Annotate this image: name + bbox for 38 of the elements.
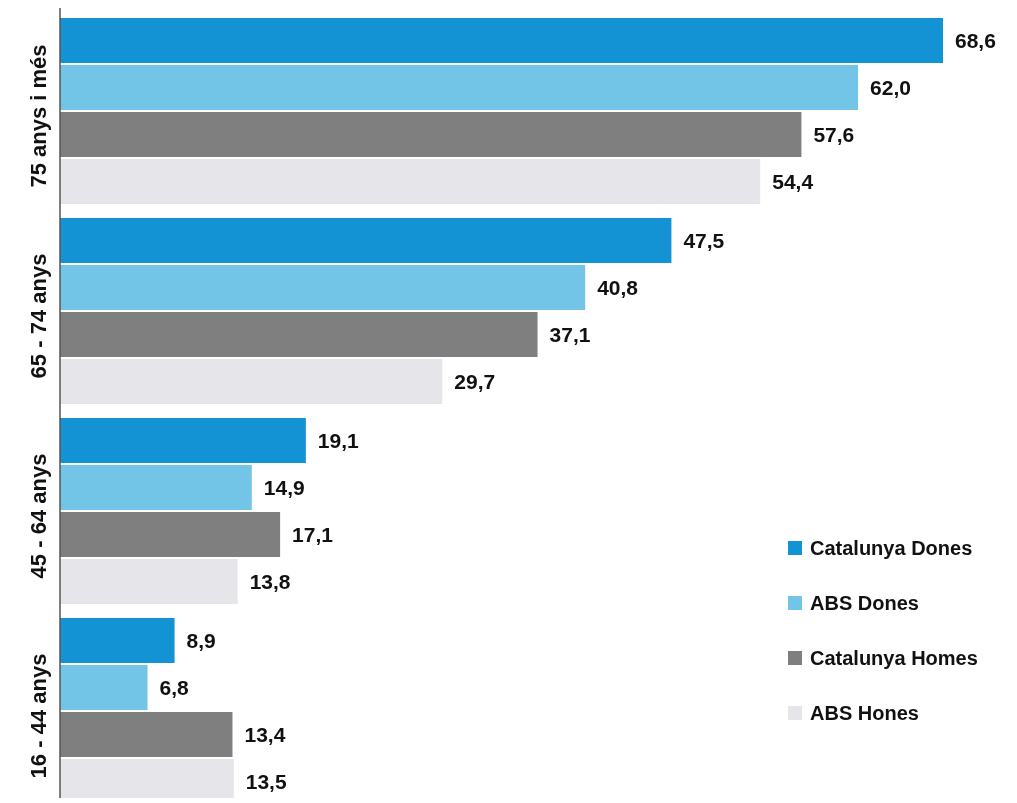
legend-label: Catalunya Dones	[810, 537, 973, 559]
data-label: 57,6	[813, 122, 855, 146]
data-label: 37,1	[549, 322, 591, 346]
bar	[60, 18, 943, 63]
data-label: 29,7	[454, 369, 496, 393]
data-label: 14,9	[263, 475, 305, 499]
bar	[60, 559, 238, 604]
bar	[60, 618, 175, 663]
legend-label: ABS Hones	[810, 702, 919, 724]
bar	[60, 465, 252, 510]
bar	[60, 265, 586, 310]
data-label: 40,8	[597, 275, 639, 299]
bar	[60, 418, 306, 463]
data-label: 17,1	[292, 522, 334, 546]
data-label: 19,1	[317, 428, 360, 452]
data-label: 62,0	[870, 75, 911, 99]
bar	[60, 312, 538, 357]
data-label: 13,5	[245, 769, 287, 793]
data-label: 54,4	[772, 169, 814, 193]
y-tick-label: 65 - 74 anys	[25, 253, 51, 379]
bar	[60, 512, 281, 557]
bar	[60, 65, 859, 110]
bar	[60, 218, 672, 263]
bar	[60, 112, 802, 157]
bar	[60, 159, 761, 204]
data-label: 6,8	[159, 675, 190, 699]
data-label: 68,6	[955, 28, 996, 52]
y-tick-label: 75 anys i més	[25, 44, 51, 188]
data-label: 8,9	[186, 628, 216, 652]
bar	[60, 359, 443, 404]
bar	[60, 665, 148, 710]
data-label: 47,5	[683, 228, 725, 252]
y-tick-label: 45 - 64 anys	[25, 453, 51, 579]
y-tick-label: 16 - 44 anys	[25, 653, 51, 779]
data-label: 13,4	[244, 722, 286, 746]
legend-label: Catalunya Homes	[810, 647, 978, 669]
legend-label: ABS Dones	[810, 592, 919, 614]
data-label: 13,8	[249, 569, 291, 593]
